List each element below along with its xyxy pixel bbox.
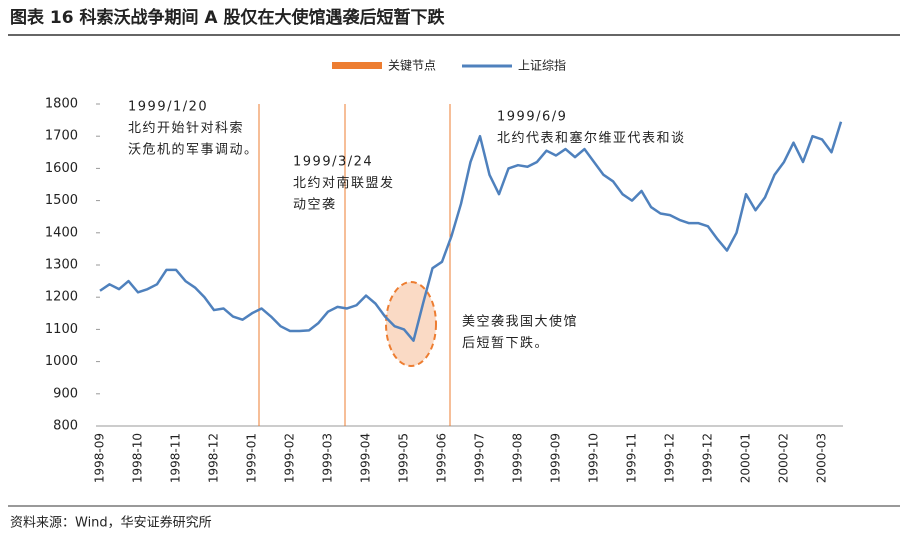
x-tick-label: 1999-11: [625, 433, 639, 483]
x-tick-label: 1999-12: [663, 433, 677, 483]
y-tick-label: 800: [53, 419, 78, 434]
x-tick-label: 1999-10: [587, 433, 601, 483]
y-tick-label: 1300: [45, 258, 78, 273]
x-tick-label: 1999-12: [701, 433, 715, 483]
annotation: 1999/3/24: [293, 155, 373, 170]
x-tick-label: 1998-09: [93, 433, 107, 483]
x-tick-label: 1999-06: [435, 433, 449, 483]
legend-label: 上证综指: [518, 58, 566, 73]
y-tick-label: 1100: [45, 322, 78, 337]
y-tick-label: 1000: [45, 354, 78, 369]
y-tick-label: 1400: [45, 225, 78, 240]
annotation: 北约对南联盟发: [293, 175, 395, 191]
x-tick-label: 1998-10: [131, 433, 145, 483]
x-tick-label: 1999-01: [245, 433, 259, 483]
annotation: 沃危机的军事调动。: [128, 142, 259, 158]
y-tick-label: 1700: [45, 129, 78, 144]
x-tick-label: 2000-02: [777, 433, 791, 483]
annotation: 北约代表和塞尔维亚代表和谈: [497, 130, 686, 146]
y-tick-label: 900: [53, 386, 78, 401]
x-tick-label: 1999-04: [359, 433, 373, 483]
x-tick-label: 1999-03: [321, 433, 335, 483]
y-tick-label: 1600: [45, 161, 78, 176]
legend-swatch: [332, 62, 382, 69]
legend-label: 关键节点: [388, 59, 436, 73]
y-tick-label: 1200: [45, 290, 78, 305]
x-tick-label: 1999-02: [283, 433, 297, 483]
x-tick-label: 2000-01: [739, 433, 753, 483]
y-tick-label: 1800: [45, 97, 78, 112]
x-tick-label: 1999-07: [473, 433, 487, 483]
y-tick-label: 1500: [45, 193, 78, 208]
x-tick-label: 1998-12: [207, 433, 221, 483]
annotation: 动空袭: [293, 198, 337, 213]
x-tick-label: 1999-08: [511, 433, 525, 483]
annotation: 北约开始针对科索: [128, 121, 244, 136]
annotation: 1999/1/20: [128, 100, 208, 115]
x-tick-label: 1999-05: [397, 433, 411, 483]
index-line: [99, 121, 843, 342]
x-tick-label: 1999-09: [549, 433, 563, 483]
x-tick-label: 1998-11: [169, 433, 183, 483]
annotation: 后短暂下跌。: [462, 335, 549, 351]
annotation: 美空袭我国大使馆: [462, 314, 578, 330]
chart-title: 图表 16 科索沃战争期间 A 股仅在大使馆遇袭后短暂下跌: [10, 7, 445, 28]
source: 资料来源：Wind，华安证券研究所: [10, 515, 212, 531]
annotation: 1999/6/9: [497, 110, 567, 125]
x-tick-label: 2000-03: [815, 433, 829, 483]
